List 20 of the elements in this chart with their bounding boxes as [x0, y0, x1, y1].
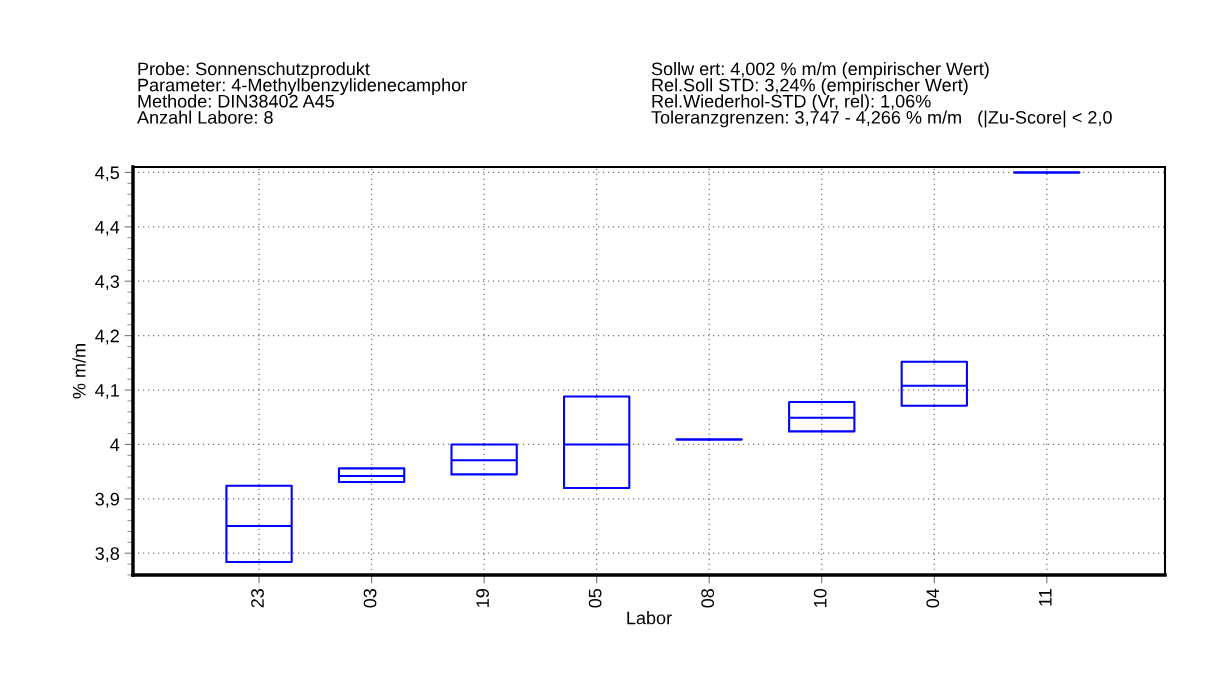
text: Sollw ert: 4,002 % m/m (empirischer Wert) Rel.Soll STD: 3,24% (empirischer Wert) Rel.Wiederhol-STD (Vr, rel): 1,06% Toleranzgrenzen: 3,747 - 4,266 % m/m (|Zu-Score| < 2,0: [651, 62, 1112, 128]
x-tick-label: 03: [363, 588, 377, 608]
x-axis-title: Labor: [627, 611, 672, 625]
y-tick-label: 3,8: [95, 547, 120, 563]
x-tick-label: 10: [813, 588, 827, 607]
x-tick-label: 11: [1039, 589, 1052, 606]
text: Probe: Sonnenschutzprodukt Parameter: 4-Methylbenzylidenecamphor Methode: DIN38402 A45 Anzahl Labore: 8: [137, 62, 467, 124]
x-tick-label: 05: [588, 588, 602, 608]
y-axis-title: % m/m: [72, 344, 86, 399]
y-tick-label: 4,3: [95, 275, 120, 291]
x-tick-label: 04: [926, 588, 940, 608]
x-tick-label: 08: [701, 588, 715, 608]
y-tick-label: 4: [110, 438, 120, 451]
y-tick-label: 4,5: [95, 166, 120, 182]
x-tick-label: 19: [476, 589, 489, 607]
y-tick-label: 3,9: [95, 492, 119, 508]
x-tick-label: 23: [251, 588, 264, 608]
y-tick-label: 4,1: [95, 384, 119, 399]
y-tick-label: 4,2: [95, 329, 119, 345]
y-tick-label: 4,4: [95, 220, 120, 236]
